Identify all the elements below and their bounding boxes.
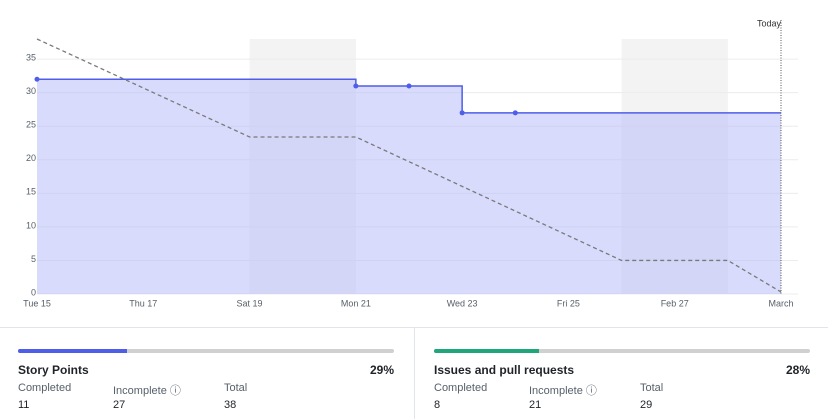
y-tick-label: 25 [26, 120, 36, 130]
x-tick-label: Feb 27 [661, 298, 689, 308]
ideal-line [36, 38, 782, 293]
panel-percent: 28% [785, 363, 810, 377]
stat-value: 27 [113, 399, 126, 411]
stat-label: Total [640, 382, 664, 394]
stat-value: 21 [529, 399, 542, 411]
x-tick-label: Mon 21 [341, 298, 371, 308]
y-tick-label: 0 [31, 287, 36, 297]
y-tick-label: 10 [26, 220, 36, 230]
x-tick-label: Thu 17 [129, 298, 157, 308]
y-tick-label: 15 [26, 187, 36, 197]
stats-panel: Story Points 29% Completed 11 Incomplete ⓘ 27… [0, 328, 412, 419]
progress-fill [434, 349, 540, 353]
point [406, 83, 412, 89]
y-tick-label: 35 [26, 53, 36, 63]
y-tick-label: 5 [31, 254, 36, 264]
progress-fill [18, 349, 128, 353]
stat-label: Incomplete ⓘ [113, 385, 181, 397]
y-tick-label: 30 [26, 86, 36, 96]
y-tick-label: 20 [26, 153, 36, 163]
x-tick-label: March [768, 298, 793, 308]
point [353, 83, 359, 89]
panel-title: Story Points [18, 363, 89, 377]
burndown-chart: 0 5 10 15 20 25 30 35 Tue 15 Thu 17 Sat 19 Mon 21 We… [0, 18, 828, 328]
point [459, 110, 465, 116]
divider [414, 328, 415, 419]
stat-value: 11 [18, 399, 30, 411]
x-tick-label: Sat 19 [237, 298, 263, 308]
stat-value: 38 [224, 399, 237, 411]
stat-value: 8 [434, 399, 441, 411]
x-tick-label: Wed 23 [447, 298, 478, 308]
stats-panel: Issues and pull requests 28% Completed 8 Inc… [416, 328, 828, 419]
panel-percent: 29% [369, 363, 394, 377]
point [512, 110, 518, 116]
scope-area [37, 79, 781, 295]
stat-label: Completed [18, 382, 72, 394]
stat-value: 29 [640, 399, 653, 411]
progress-track [18, 349, 394, 353]
x-tick-label: Fri 25 [557, 298, 580, 308]
stat-label: Incomplete ⓘ [529, 385, 597, 397]
progress-track [434, 349, 810, 353]
stat-label: Total [224, 382, 248, 394]
stat-label: Completed [434, 382, 488, 394]
panel-title: Issues and pull requests [434, 363, 575, 377]
point [34, 76, 40, 82]
x-tick-label: Tue 15 [23, 298, 51, 308]
today-label: Today [757, 18, 782, 28]
